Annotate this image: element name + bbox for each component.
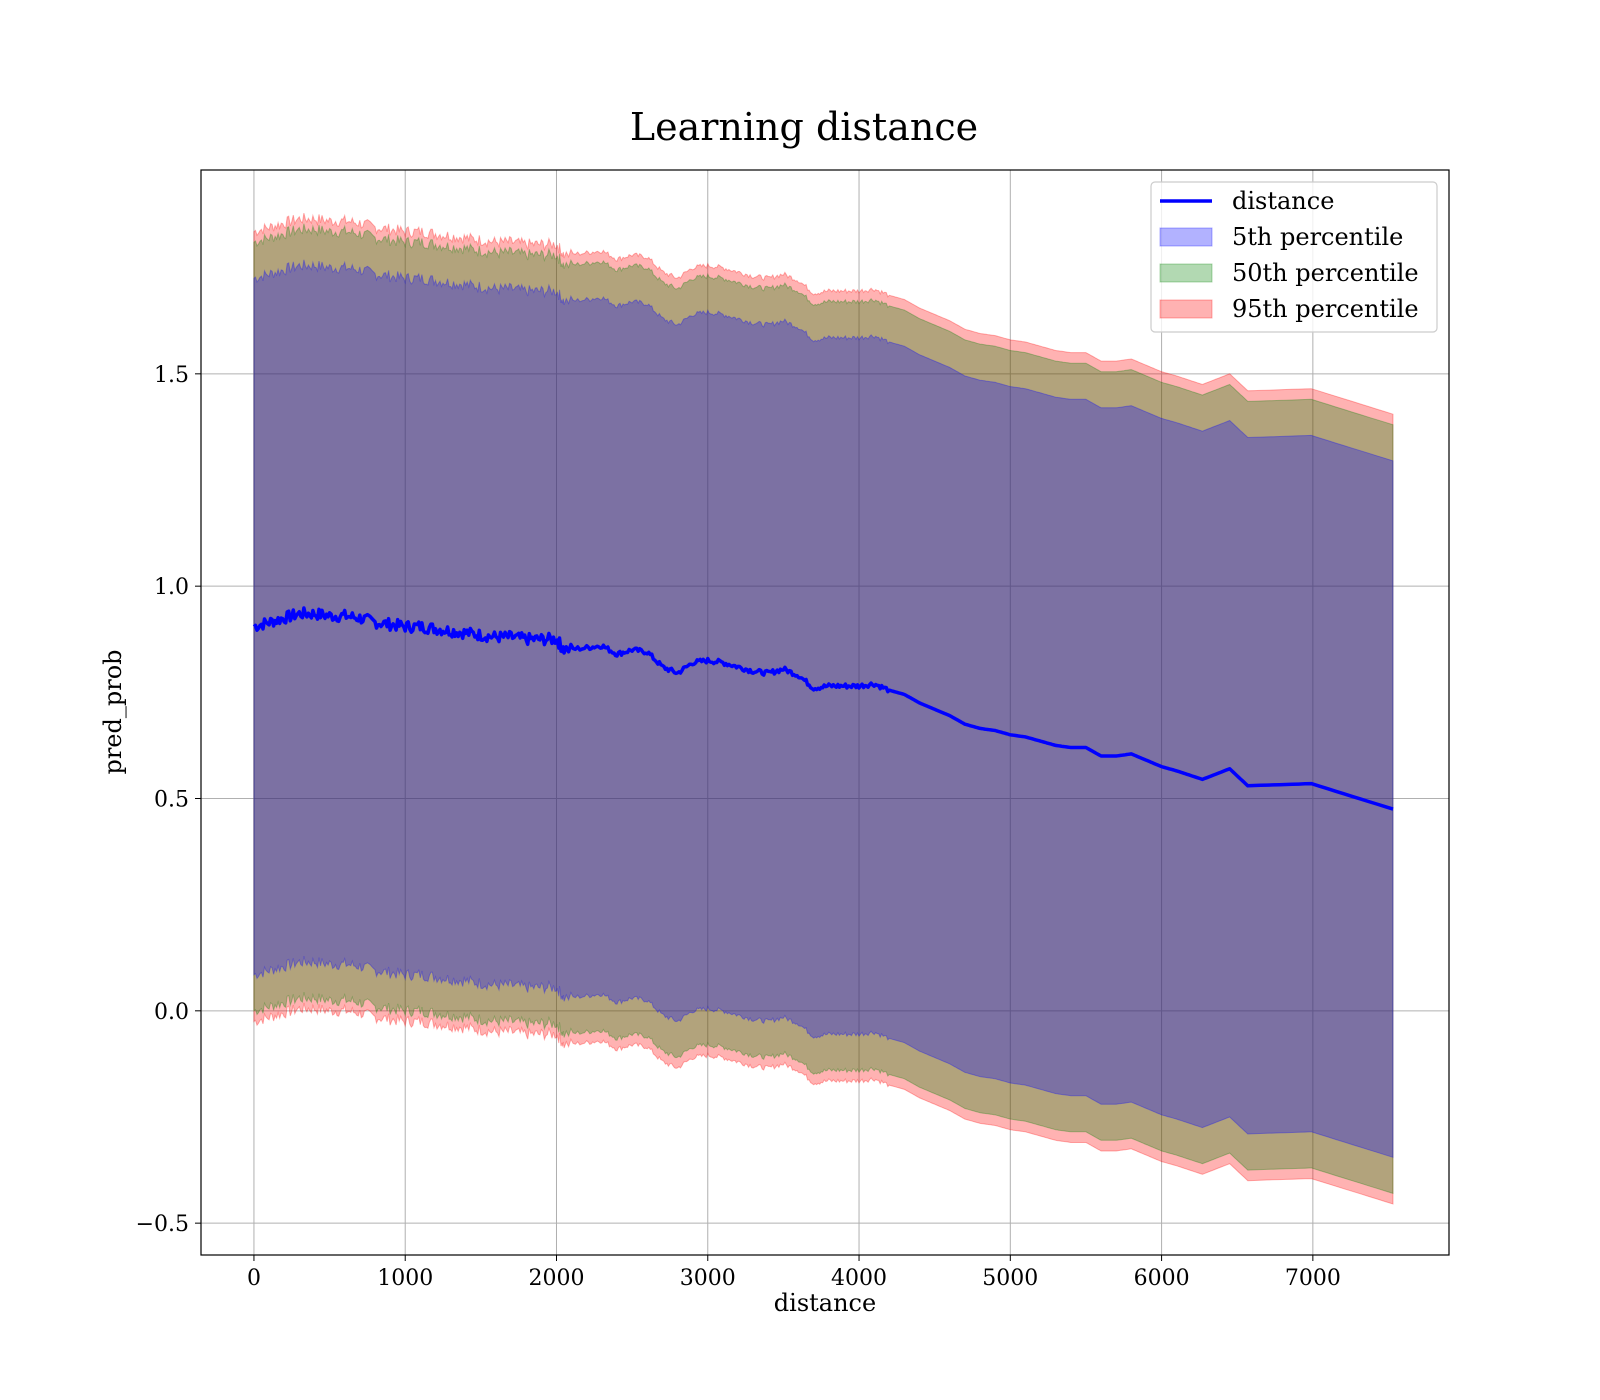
x-axis-ticks: 0 1000 2000 3000 4000 5000 6000 7000 [247, 1255, 1341, 1291]
distance-line [252, 606, 1394, 811]
legend-swatch-5th-percentile [1159, 227, 1213, 247]
y-tick-label: 1.0 [154, 575, 189, 600]
legend-swatch-50th-percentile [1159, 263, 1213, 283]
x-tick-label: 0 [247, 1266, 261, 1291]
band-95th-percentile [253, 212, 1394, 1205]
plot-frame [200, 169, 1450, 1256]
band-5th-percentile [253, 259, 1394, 1158]
x-axis-label: distance [774, 1289, 876, 1317]
y-axis-ticks: −0.5 0.0 0.5 1.0 1.5 [136, 363, 201, 1237]
x-tick-label: 2000 [528, 1266, 584, 1291]
x-tick-label: 5000 [982, 1266, 1038, 1291]
y-tick-label: 0.0 [154, 1000, 189, 1025]
y-tick-label: 1.5 [154, 363, 189, 388]
x-tick-label: 3000 [680, 1266, 736, 1291]
legend: distance 5th percentile 50th percentile … [1150, 181, 1438, 333]
x-tick-label: 7000 [1285, 1266, 1341, 1291]
percentile-bands [253, 212, 1394, 1205]
y-tick-label: 0.5 [154, 787, 189, 812]
y-axis-label: pred_prob [99, 649, 127, 774]
legend-label-5th-percentile: 5th percentile [1232, 223, 1403, 251]
plot-area [201, 170, 1449, 1255]
legend-swatch-95th-percentile [1159, 299, 1213, 319]
legend-label-50th-percentile: 50th percentile [1232, 259, 1419, 287]
y-tick-label: −0.5 [136, 1212, 189, 1237]
grid [201, 170, 1449, 1255]
legend-label-distance: distance [1232, 187, 1334, 215]
x-tick-label: 1000 [377, 1266, 433, 1291]
chart-title: Learning distance [630, 105, 978, 149]
legend-box [1150, 181, 1438, 333]
distance-series [252, 606, 1394, 811]
x-tick-label: 6000 [1134, 1266, 1190, 1291]
legend-label-95th-percentile: 95th percentile [1232, 295, 1419, 323]
band-50th-percentile [253, 223, 1394, 1195]
x-tick-label: 4000 [831, 1266, 887, 1291]
